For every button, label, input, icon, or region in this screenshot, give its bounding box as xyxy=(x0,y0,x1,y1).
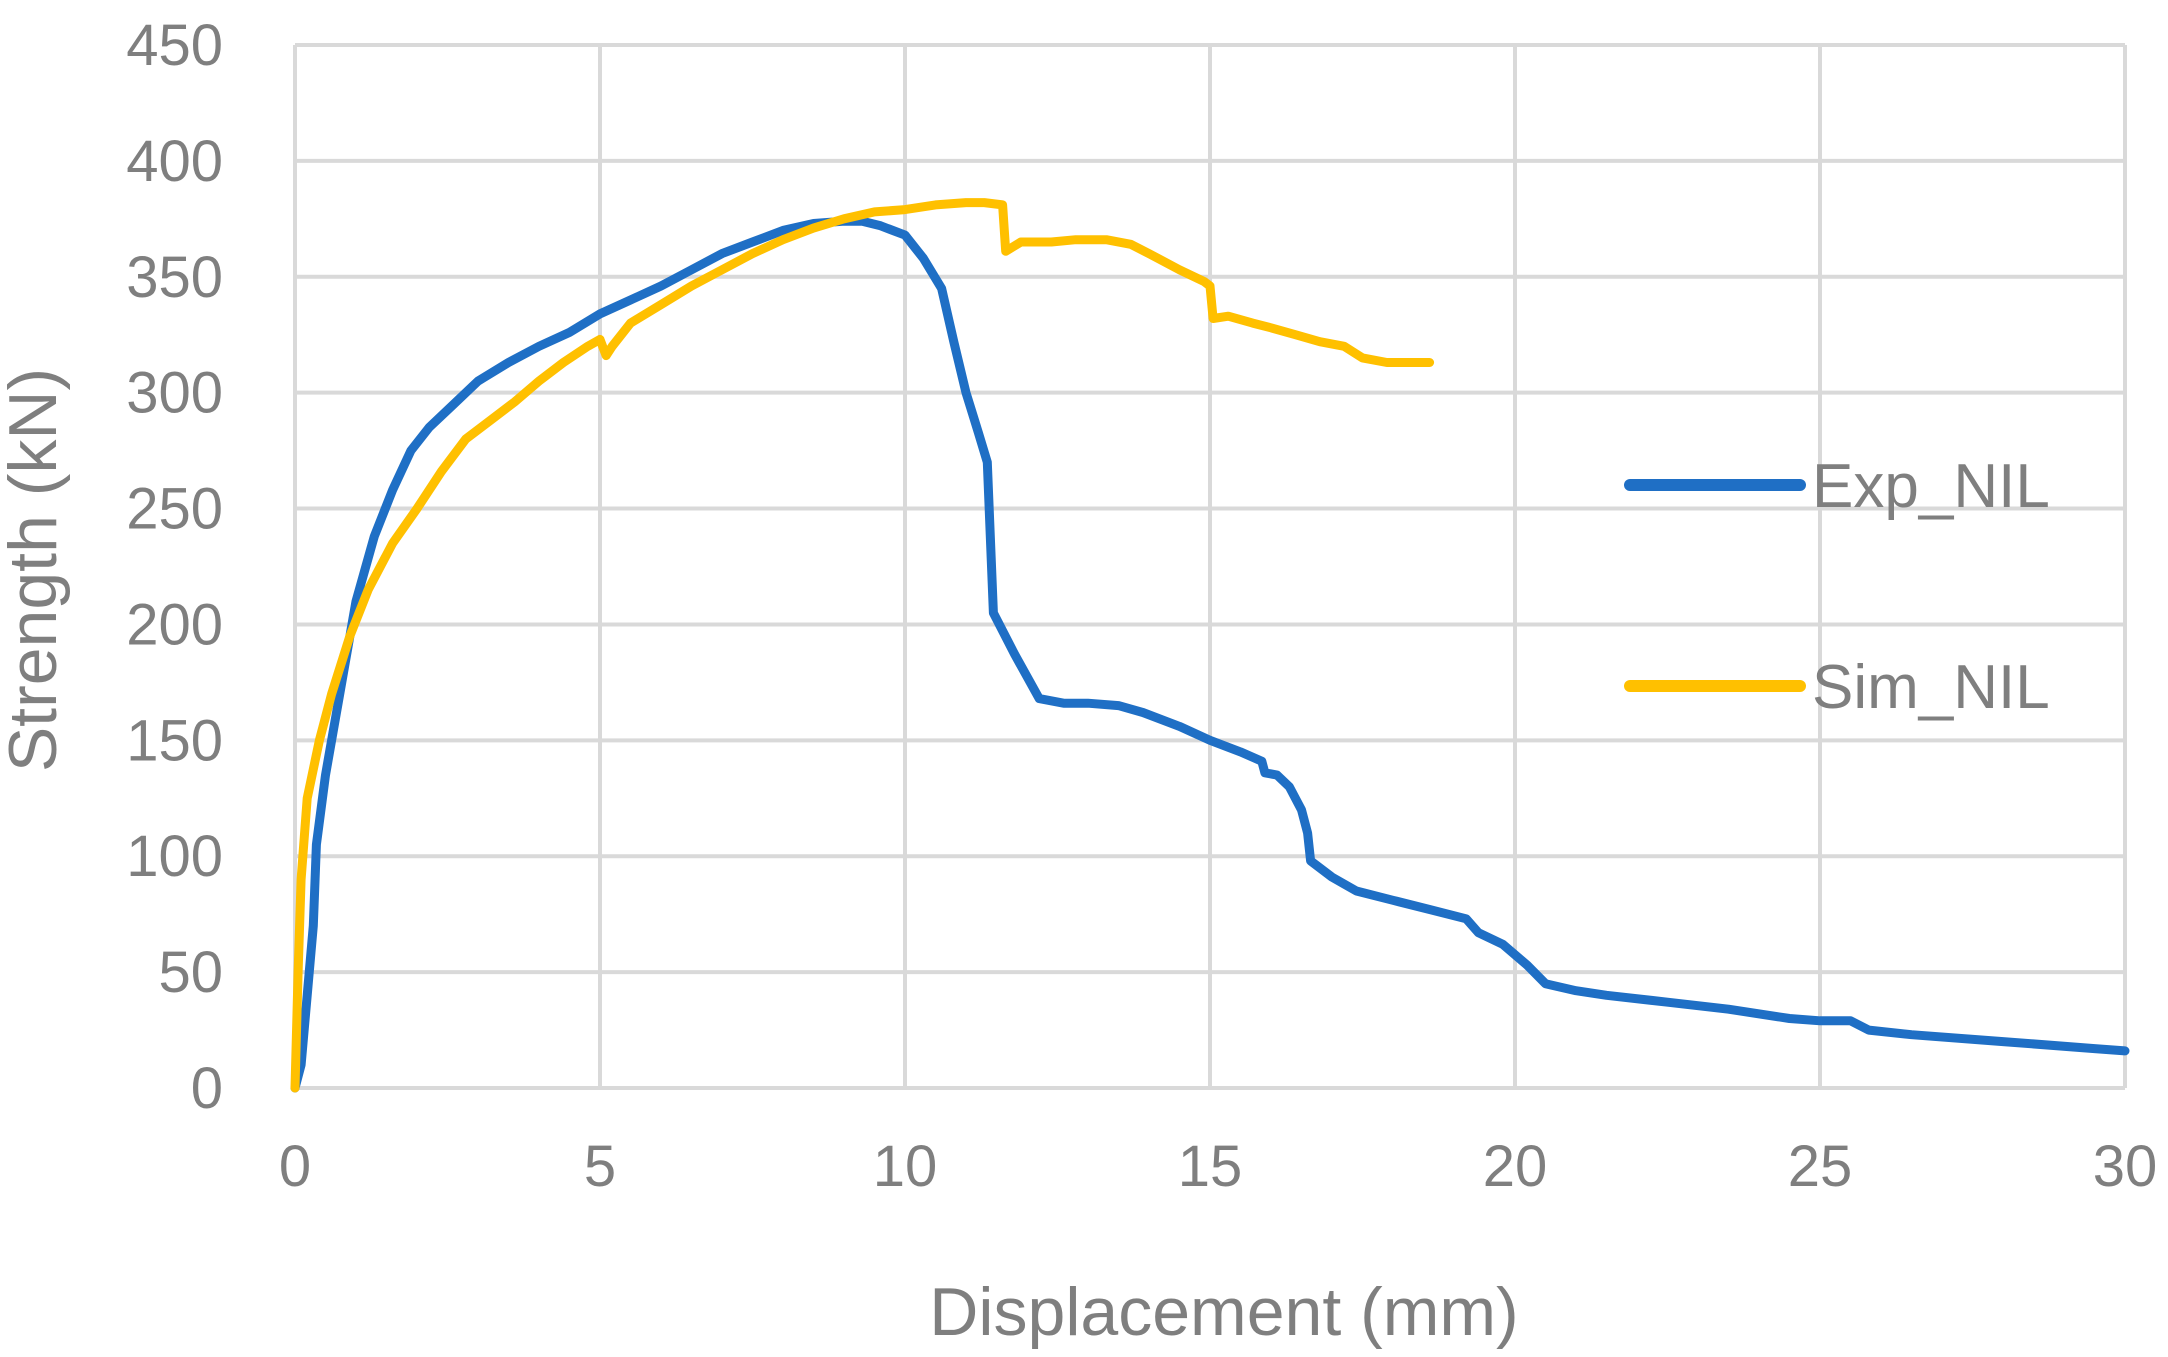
y-tick-label: 150 xyxy=(126,708,223,773)
series-lines xyxy=(290,198,2130,1093)
x-tick-label: 15 xyxy=(1178,1134,1243,1199)
y-tick-label: 300 xyxy=(126,361,223,426)
y-tick-label: 350 xyxy=(126,245,223,310)
gridlines xyxy=(293,43,2127,1090)
y-tick-label: 200 xyxy=(126,592,223,657)
y-tick-label: 450 xyxy=(126,13,223,78)
x-tick-label: 10 xyxy=(873,1134,938,1199)
x-tick-label: 0 xyxy=(279,1134,311,1199)
x-tick-label: 20 xyxy=(1483,1134,1548,1199)
y-tick-label: 100 xyxy=(126,824,223,889)
y-tick-label: 50 xyxy=(158,940,223,1005)
x-axis-title: Displacement (mm) xyxy=(929,1274,1518,1350)
legend: Exp_NIL Sim_NIL xyxy=(1624,452,2050,722)
x-tick-label: 5 xyxy=(584,1134,616,1199)
x-tick-label: 25 xyxy=(1788,1134,1853,1199)
legend-label-sim-nil: Sim_NIL xyxy=(1812,653,2050,722)
tick-labels: 0 50 100 150 200 250 300 350 400 450 0 5 10 15 20 25 30 xyxy=(126,13,2157,1199)
legend-label-exp-nil: Exp_NIL xyxy=(1812,452,2050,521)
y-tick-label: 400 xyxy=(126,129,223,194)
y-axis-title: Strength (kN) xyxy=(0,368,71,772)
y-tick-label: 0 xyxy=(191,1056,223,1121)
series-line-sim-nil xyxy=(290,198,1435,1093)
y-tick-label: 250 xyxy=(126,477,223,542)
series-line-exp-nil xyxy=(290,216,2130,1093)
x-tick-label: 30 xyxy=(2093,1134,2158,1199)
